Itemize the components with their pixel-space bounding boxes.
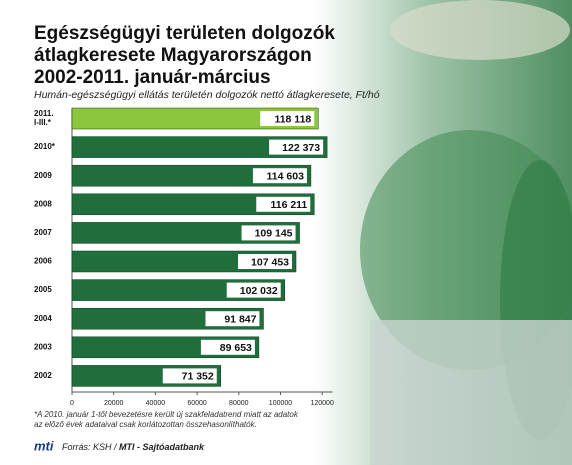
bar [71, 164, 312, 187]
photo-dishes [390, 0, 570, 60]
value-label: 71 352 [182, 371, 214, 383]
y-tick-label: 2011. I-III.* [34, 109, 54, 127]
y-tick-label: 2004 [34, 314, 52, 323]
value-label-box [252, 168, 307, 184]
x-tick-label: 80000 [229, 400, 249, 407]
y-tick-label: 2006 [34, 257, 52, 266]
chart-title: Egészségügyi területen dolgozók átlagkere… [34, 23, 335, 88]
x-tick-label: 100000 [269, 400, 292, 407]
value-label-box [256, 196, 311, 212]
y-tick-label: 2005 [34, 285, 52, 294]
value-label: 102 032 [240, 285, 278, 297]
logo: mti [34, 438, 54, 453]
value-label: 118 118 [274, 113, 311, 125]
value-label: 89 653 [220, 342, 252, 354]
value-label-box [269, 139, 324, 155]
x-tick-label: 60000 [187, 400, 207, 407]
x-tick-label: 120000 [310, 400, 333, 407]
value-label: 116 211 [270, 199, 307, 211]
value-label-box [162, 368, 217, 384]
source: Forrás: KSH / MTI - Sajtóadatbank [62, 442, 205, 452]
source-org: MTI - Sajtóadatbank [119, 442, 205, 452]
bar [71, 136, 328, 158]
value-label-box [205, 311, 260, 327]
value-label: 122 373 [282, 142, 320, 154]
y-tick-label: 2008 [34, 199, 52, 208]
bar [71, 107, 319, 130]
bar [71, 193, 315, 216]
value-label-box [238, 254, 293, 269]
y-tick-label: 2002 [34, 371, 52, 380]
y-tick-label: 2003 [34, 342, 52, 351]
y-tick-label: 2010* [34, 142, 56, 151]
value-label-box [241, 225, 296, 241]
x-tick-label: 40000 [146, 400, 166, 407]
source-text: Forrás: KSH / [62, 442, 118, 452]
x-tick-label: 20000 [104, 400, 124, 407]
value-label-box [200, 339, 255, 355]
value-label: 114 603 [267, 170, 305, 182]
value-label: 109 145 [255, 228, 293, 240]
x-tick-label: 0 [70, 400, 74, 407]
value-label: 107 453 [251, 256, 289, 268]
y-tick-label: 2009 [34, 171, 52, 180]
y-tick-label: 2007 [34, 228, 52, 237]
value-label-box [260, 111, 315, 126]
value-label-box [226, 282, 281, 298]
footnote: *A 2010. január 1-től bevezetésre került… [34, 410, 299, 429]
photo-instruments [370, 320, 572, 465]
value-label: 91 847 [224, 313, 256, 325]
chart-subtitle: Humán-egészségügyi ellátás területén dol… [34, 89, 380, 101]
